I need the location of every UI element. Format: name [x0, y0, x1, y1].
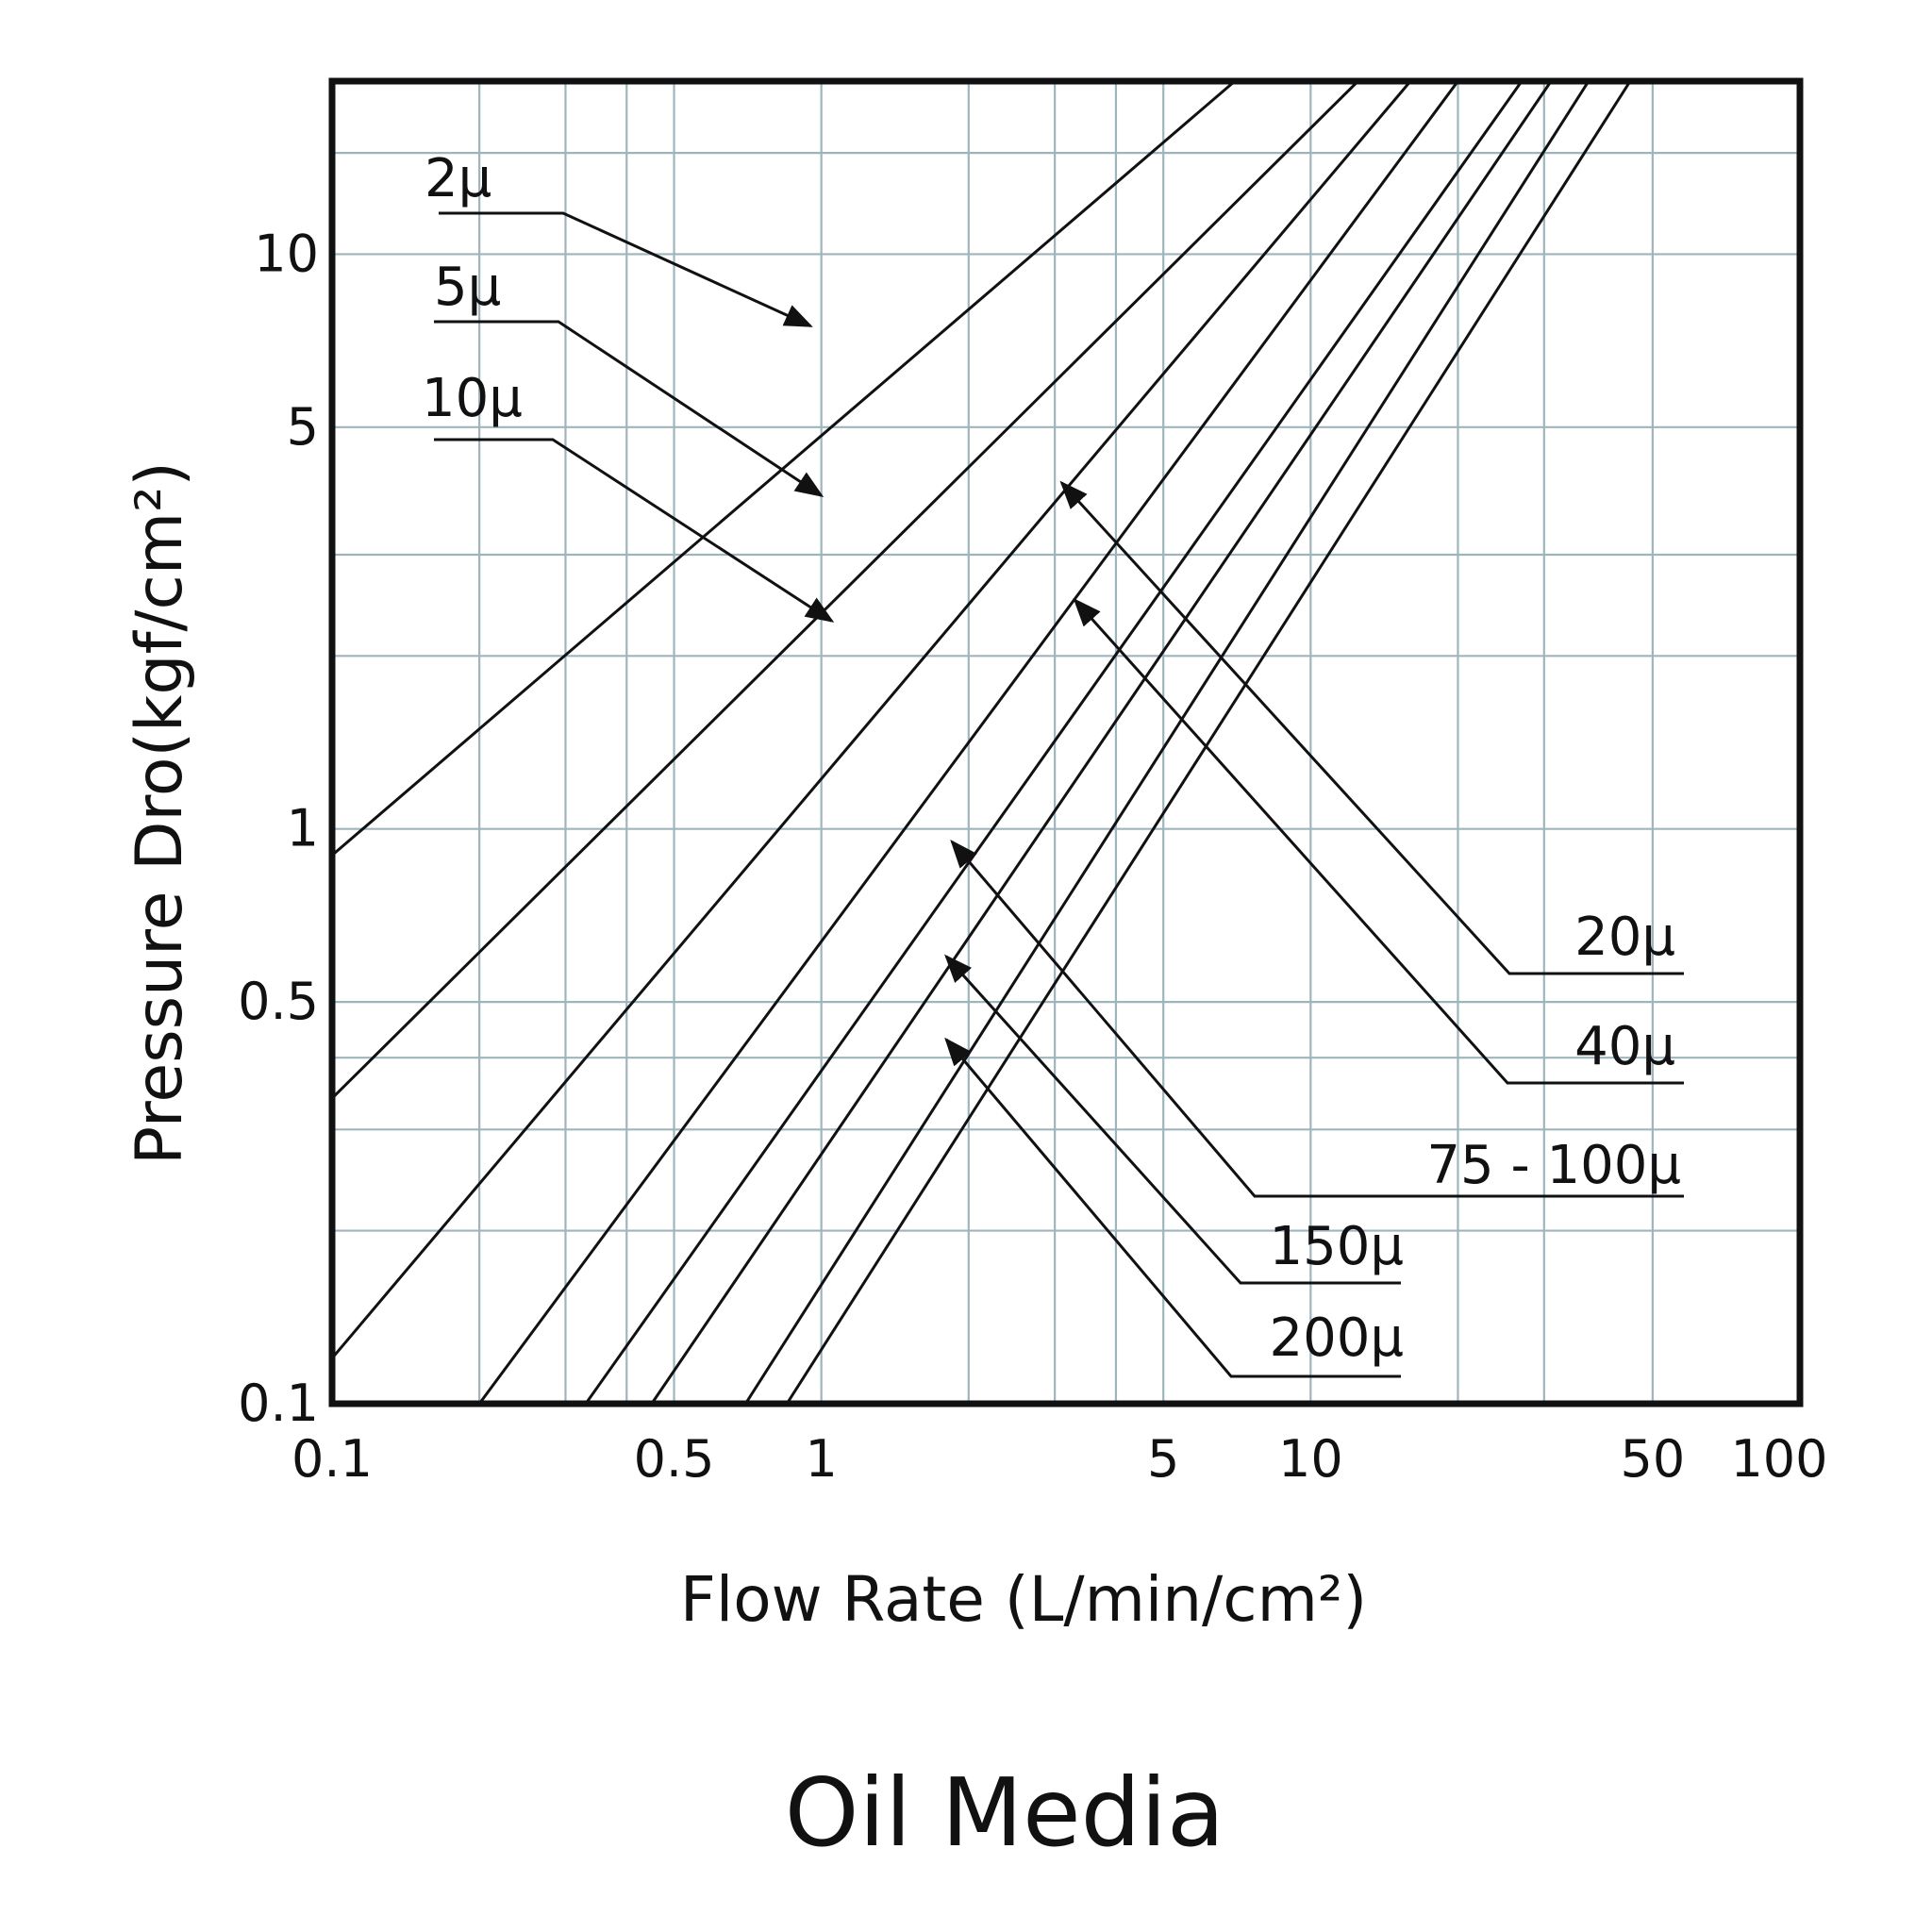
leader-200	[944, 1037, 1401, 1378]
series-label-20: 20μ	[1574, 907, 1675, 968]
leader-10	[434, 438, 835, 623]
x-tick-label-0-5: 0.5	[634, 1429, 715, 1489]
series-line-20	[477, 81, 1459, 1404]
x-tick-label-5: 5	[1147, 1429, 1179, 1489]
plot-frame	[328, 77, 1804, 1407]
y-tick-label-5: 5	[287, 397, 319, 457]
series-line-40	[584, 81, 1524, 1404]
series-line-10	[332, 81, 1412, 1359]
leader-5	[434, 320, 824, 498]
series-label-75-100: 75 - 100μ	[1426, 1135, 1681, 1196]
tick-labels: 0.1 0.5 1 5 10 50 100 0.1 0.5 1 5 10	[238, 224, 1827, 1489]
leader-75-100	[950, 840, 1684, 1198]
series-line-5	[332, 81, 1359, 1100]
y-axis-label: Pressure Dro(kgf/cm²)	[123, 461, 197, 1165]
x-tick-label-50: 50	[1621, 1429, 1686, 1489]
series-line-75-100	[650, 81, 1553, 1404]
series-line-2	[332, 81, 1236, 857]
series-line-150	[744, 81, 1591, 1404]
leader-150	[944, 954, 1401, 1285]
chart-title: Oil Media	[785, 1757, 1224, 1868]
series-label-2: 2μ	[425, 148, 491, 209]
leader-20	[1059, 480, 1684, 975]
series-lines	[332, 81, 1632, 1404]
x-tick-label-100: 100	[1730, 1429, 1827, 1489]
y-tick-label-0-5: 0.5	[238, 972, 319, 1031]
series-label-10: 10μ	[422, 368, 523, 429]
grid-lines	[332, 81, 1800, 1404]
leader-2	[439, 211, 813, 327]
leader-40	[1073, 597, 1684, 1085]
series-line-200	[785, 81, 1632, 1404]
series-label-150: 150μ	[1269, 1216, 1404, 1277]
x-tick-label-10: 10	[1278, 1429, 1343, 1489]
x-tick-label-0-1: 0.1	[291, 1429, 373, 1489]
y-tick-label-10: 10	[254, 224, 319, 283]
series-label-40: 40μ	[1574, 1016, 1675, 1077]
y-tick-label-0-1: 0.1	[238, 1374, 319, 1433]
series-label-200: 200μ	[1269, 1307, 1404, 1369]
y-tick-label-1: 1	[287, 799, 319, 858]
x-axis-label: Flow Rate (L/min/cm²)	[680, 1563, 1367, 1636]
series-leaders: 2μ 5μ 10μ 20μ 40μ 75 - 100μ 150μ 200μ	[422, 148, 1684, 1378]
x-tick-label-1: 1	[805, 1429, 837, 1489]
series-label-5: 5μ	[434, 257, 501, 318]
